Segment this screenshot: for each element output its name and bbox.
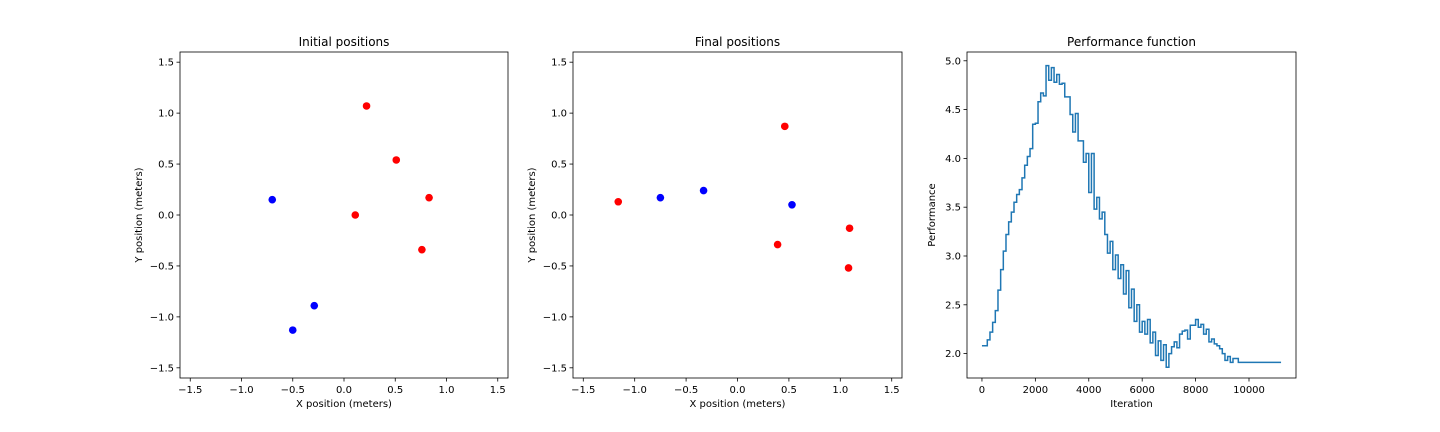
x-tick-label: 1.0 xyxy=(439,385,455,396)
y-tick-label: 2.5 xyxy=(945,300,961,311)
x-tick-label: 0.0 xyxy=(336,385,352,396)
scatter-point-s2-2 xyxy=(699,186,708,195)
y-tick-label: 0.0 xyxy=(158,211,174,222)
y-tick-label: 1.0 xyxy=(551,109,567,120)
x-tick-label: −1.5 xyxy=(178,385,202,396)
y-tick-label: 0.5 xyxy=(158,160,174,171)
chart-title: Initial positions xyxy=(299,35,390,49)
y-tick-label: 1.5 xyxy=(158,58,174,69)
y-tick-label: 0.5 xyxy=(551,160,567,171)
y-tick-label: −1.5 xyxy=(543,363,567,374)
x-tick-label: 2000 xyxy=(1023,385,1048,396)
scatter-point-s1-2 xyxy=(392,156,401,164)
y-tick-label: 5.0 xyxy=(945,56,961,67)
y-axis-label: Y position (meters) xyxy=(527,167,538,263)
scatter-point-s1-5 xyxy=(418,245,426,254)
x-tick-label: 0.5 xyxy=(387,385,403,396)
y-axis-label: Y position (meters) xyxy=(134,167,145,263)
y-tick-label: 3.0 xyxy=(945,251,961,262)
y-tick-label: 4.5 xyxy=(945,105,961,116)
y-tick-label: −1.0 xyxy=(543,312,567,323)
axes-frame xyxy=(966,51,1297,379)
x-tick-label: 8000 xyxy=(1183,385,1208,396)
x-tick-label: −0.5 xyxy=(281,385,305,396)
chart-title: Performance function xyxy=(1067,35,1196,49)
x-tick-label: −1.0 xyxy=(229,385,253,396)
x-tick-label: 4000 xyxy=(1076,385,1101,396)
scatter-point-s1-2 xyxy=(780,122,789,131)
scatter-point-s2-1 xyxy=(656,193,665,202)
chart-panel-2: −1.5 −1.0 −0.5 0.0 0.5 1.0 1.5 −1.5 −1.0 −0.5 0.0 0… xyxy=(527,35,903,410)
y-tick-label: −0.5 xyxy=(150,261,174,272)
chart-panel-3: 0 2000 4000 6000 8000 10000 2.0 2.5 3.0 3.5 4.0 4.5… xyxy=(927,35,1297,410)
scatter-point-s2-1 xyxy=(268,195,277,204)
x-tick-label: 0.5 xyxy=(781,385,797,396)
x-tick-label: 0 xyxy=(979,385,985,396)
scatter-point-s1-1 xyxy=(614,197,623,206)
scatter-point-s2-3 xyxy=(288,326,297,334)
x-tick-label: −1.5 xyxy=(571,385,595,396)
x-tick-label: 0.0 xyxy=(730,385,746,396)
scatter-point-s1-3 xyxy=(351,211,360,219)
scatter-point-s2-3 xyxy=(788,201,796,209)
scatter-point-s1-4 xyxy=(845,224,854,233)
y-tick-label: 1.0 xyxy=(158,109,174,120)
axes-frame xyxy=(179,51,509,379)
y-tick-label: −1.5 xyxy=(150,363,174,374)
scatter-point-s1-3 xyxy=(773,240,782,249)
scatter-point-s2-2 xyxy=(310,301,319,310)
scatter-point-s1-5 xyxy=(844,264,853,272)
chart-panel-1: −1.5 −1.0 −0.5 0.0 0.5 1.0 1.5 −1.5 −1.0 −0.5 0.0 0… xyxy=(134,35,509,410)
y-tick-label: 1.5 xyxy=(551,58,567,69)
series-line-1 xyxy=(981,64,1282,369)
y-tick-label: −0.5 xyxy=(543,261,567,272)
x-tick-label: 10000 xyxy=(1233,385,1265,396)
x-axis-label: X position (meters) xyxy=(296,399,392,410)
x-tick-label: −1.0 xyxy=(623,385,647,396)
chart-title: Final positions xyxy=(695,35,780,49)
x-axis-label: Iteration xyxy=(1110,399,1152,410)
x-tick-label: 1.0 xyxy=(832,385,848,396)
x-tick-label: 6000 xyxy=(1129,385,1154,396)
scatter-point-s1-1 xyxy=(362,102,371,110)
y-tick-label: 3.5 xyxy=(945,203,961,214)
y-tick-label: 4.0 xyxy=(945,154,961,165)
x-tick-label: 1.5 xyxy=(490,385,506,396)
x-axis-label: X position (meters) xyxy=(690,399,786,410)
y-axis-label: Performance xyxy=(927,183,938,246)
x-tick-label: −0.5 xyxy=(674,385,698,396)
x-tick-label: 1.5 xyxy=(884,385,900,396)
axes-frame xyxy=(572,51,903,379)
y-tick-label: −1.0 xyxy=(150,312,174,323)
scatter-point-s1-4 xyxy=(425,193,433,202)
y-tick-label: 0.0 xyxy=(551,211,567,222)
y-tick-label: 2.0 xyxy=(945,349,961,360)
